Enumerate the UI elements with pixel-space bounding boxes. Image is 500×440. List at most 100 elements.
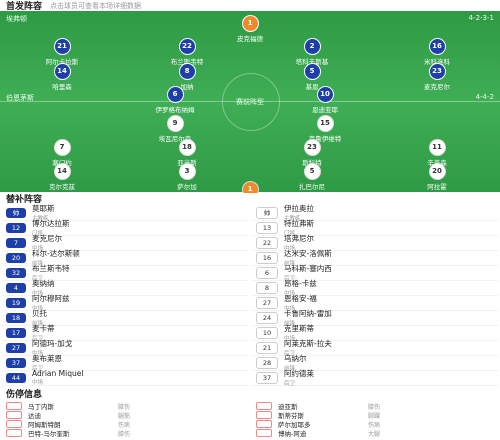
injury-reason: 膝伤 [368,403,381,411]
sub-row[interactable]: 18 贝托 前锋 [2,308,248,327]
sub-row[interactable]: 20 科尔-达尔斯顿 前锋 [2,249,248,267]
player[interactable]: 14 哈里森 [27,63,97,91]
sub-name: 特拉弗斯 [284,219,314,228]
sub-name: 达米安-洛佩斯 [284,249,332,258]
sub-row[interactable]: 10 克里斯蒂 中场 [252,324,498,342]
sub-info: 伊拉奥拉 主教练 [284,203,314,222]
sub-info: 布兰斯韦特 后卫 [32,263,70,282]
sub-number: 7 [6,237,26,248]
player[interactable]: 15 克鲁伊维特 [290,115,360,143]
sub-role: 后卫 [284,351,296,357]
header-subtitle: 点击球员可查看本场详细数据 [50,1,142,10]
player-number: 3 [178,163,196,180]
injury-reason: 脚踝 [368,412,381,420]
player[interactable]: 2 塔科夫斯基 [277,38,347,66]
sub-name: 阿约德莱 [284,369,314,378]
injury-name: 阿姆斯特朗 [28,421,61,429]
sub-number: 帅 [256,206,278,219]
sub-row[interactable]: 13 特拉弗斯 门将 [252,219,498,237]
sub-info: 阿德玛-加戈 中场 [32,338,72,357]
sub-info: 昂格-卡兹 中场 [284,278,317,297]
injury-icon [256,420,272,428]
sub-row[interactable]: 37 奥布莱恩 后卫 [2,354,248,372]
player-number: 9 [166,115,184,132]
player[interactable]: 22 布兰斯韦特 [152,38,222,66]
player[interactable]: 10 恩迪亚耶 [290,86,360,114]
injury-icon [6,411,22,419]
sub-row[interactable]: 28 乌纳尔 前锋 [252,354,498,372]
sub-number: 8 [256,281,278,294]
sub-name: 贝托 [32,309,47,318]
sub-row[interactable]: 16 达米安-洛佩斯 前锋 [252,249,498,267]
sub-row[interactable]: 4 奥纳纳 中场 [2,279,248,297]
sub-role: 后卫 [32,276,44,282]
sub-name: 恩格安-福 [284,294,317,303]
player-number: 21 [53,38,71,55]
sub-number: 6 [256,266,278,279]
sub-row[interactable]: 6 马科斯-塞内西 后卫 [252,264,498,282]
player-name: 伊罗格布纳姆 [155,106,195,114]
sub-name: 昂格-卡兹 [284,279,317,288]
sub-number: 44 [6,372,26,383]
player[interactable]: 1 皮克福德 [215,15,285,43]
sub-info: 卡鲁阿纳-雷加 前锋 [284,308,332,327]
player[interactable]: 3 萨尔加 [152,163,222,191]
player[interactable]: 5 基恩 [277,63,347,91]
sub-row[interactable]: 27 恩格安-福 中场 [252,294,498,312]
player-number: 8 [178,63,196,80]
sub-row[interactable]: 27 阿德玛-加戈 中场 [2,338,248,357]
sub-name: 奥纳纳 [32,279,55,288]
player-name: 阿尔卡拉斯 [45,58,79,66]
sub-row[interactable]: 8 昂格-卡兹 中场 [252,278,498,297]
sub-row[interactable]: 24 卡鲁阿纳-雷加 前锋 [252,308,498,327]
sub-name: 麦卡蒂 [32,324,55,333]
player-name: 克尔克兹 [49,183,75,191]
player[interactable]: 23 麦克尼尔 [402,63,472,91]
sub-name: 奥布莱恩 [32,354,62,363]
player[interactable]: 14 克尔克兹 [27,163,97,191]
player-number: 7 [53,139,71,156]
sub-row[interactable]: 17 麦卡蒂 后卫 [2,324,248,342]
injuries-bar: 伤停信息 [0,388,500,400]
player-name: 阿拉霍 [427,183,447,191]
sub-role: 前锋 [284,321,296,327]
sub-row[interactable]: 37 阿约德莱 后卫 [252,368,498,387]
sub-row[interactable]: 帅伊拉奥拉 主教练 [252,203,498,222]
player[interactable]: 9 埃瓦尼尔森 [140,115,210,143]
sub-number: 13 [256,221,278,234]
injury-icon [256,429,272,437]
sub-row[interactable]: 21 阿莱克斯-拉夫 后卫 [252,338,498,357]
pitch: 埃弗顿 4-2-3-1 伯恩茅斯 4-4-2 赛前阵型 1 皮克福德 21 阿尔卡拉斯… [0,11,500,209]
player[interactable]: 6 伊罗格布纳姆 [140,86,210,114]
sub-info: 塔弗尼尔 中场 [284,233,314,252]
sub-number: 28 [256,356,278,369]
player[interactable]: 16 米科连科 [402,38,472,66]
player[interactable]: 20 阿拉霍 [402,163,472,191]
sub-row[interactable]: 32 布兰斯韦特 后卫 [2,263,248,282]
sub-name: 阿尔穆阿兹 [32,294,70,303]
sub-role: 前锋 [32,261,44,267]
sub-row[interactable]: 44 Adrian Miquel 中场 [2,369,248,386]
sub-row[interactable]: 帅莫耶斯 主教练 [2,204,248,222]
sub-row[interactable]: 12 博尔达拉斯门将 [2,219,248,237]
player[interactable]: 5 扎巴尔尼 [277,163,347,191]
injury-name: 巴特-马尔奎斯 [28,430,70,438]
player[interactable]: 8 加纳 [152,63,222,91]
sub-row[interactable]: 7 麦克尼尔 中场 [2,234,248,252]
center-label: 赛前阵型 [236,98,264,106]
sub-info: 阿约德莱 后卫 [284,368,314,387]
sub-row[interactable]: 19 阿尔穆阿兹 中场 [2,294,248,312]
sub-name: 博尔达拉斯 [32,219,70,228]
sub-role: 门将 [32,231,44,237]
player-name: 塔科夫斯基 [295,58,329,66]
sub-info: 阿莱克斯-拉夫 后卫 [284,338,332,357]
player-number: 6 [166,86,184,103]
player[interactable]: 21 阿尔卡拉斯 [27,38,97,66]
sub-role: 中场 [32,291,44,297]
injury-row: 巴特-马尔奎斯 膝伤 [2,429,248,438]
injury-icon [6,420,22,428]
sub-number: 12 [6,222,26,233]
sub-info: 贝托 前锋 [32,308,47,327]
sub-row[interactable]: 22 塔弗尼尔 中场 [252,233,498,252]
